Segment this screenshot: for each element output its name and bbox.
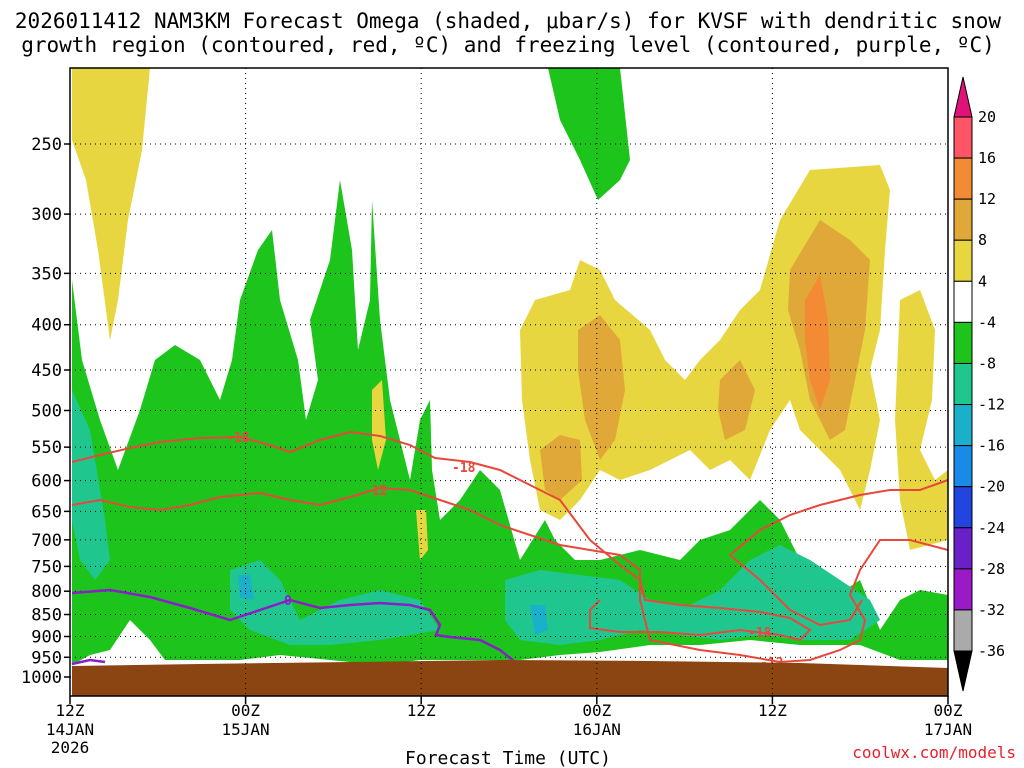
colorbar-tick-label: -8 <box>978 354 996 372</box>
y-tick-label: 450 <box>31 361 62 381</box>
omega-negative-region <box>548 68 630 200</box>
freezing-level-contour <box>71 588 516 663</box>
colorbar-swatch <box>953 445 973 488</box>
x-tick-label: 00Z <box>231 701 260 720</box>
y-tick-label: 1000 <box>21 668 62 688</box>
y-tick-label: 400 <box>31 316 62 336</box>
omega-positive-region <box>578 315 625 460</box>
x-tick-label: 00Z <box>934 701 963 720</box>
omega-positive-region <box>718 360 755 440</box>
dgz-contours <box>71 430 949 664</box>
colorbar-swatch <box>953 568 973 611</box>
contour-label: -18 <box>452 461 476 476</box>
colorbar-tick-label: 8 <box>978 231 987 249</box>
omega-negative-region <box>230 560 440 645</box>
chart-title-line2: growth region (contoured, red, ºC) and f… <box>21 33 995 57</box>
x-tick-label: 12Z <box>56 701 85 720</box>
x-tick-year: 2026 <box>51 738 90 757</box>
dgz-minus18-contour <box>729 479 949 556</box>
omega-negative-region <box>530 605 548 635</box>
y-tick-label: 500 <box>31 402 62 422</box>
colorbar-top-arrow <box>953 76 973 118</box>
omega-positive-region <box>416 510 428 560</box>
colorbar-bottom-arrow <box>953 650 973 692</box>
omega-positive-region <box>540 435 582 500</box>
dgz-minus18-contour <box>71 430 812 642</box>
y-tick-label: 650 <box>31 502 62 522</box>
colorbar-tick-label: 4 <box>978 272 987 290</box>
colorbar-tick-label: 16 <box>978 149 996 167</box>
y-axis: 2503003504004505005506006507007508008509… <box>21 135 70 688</box>
dgz-minus12-contour <box>71 486 949 664</box>
colorbar-tick-label: -12 <box>978 396 1005 414</box>
credit-text: coolwx.com/models <box>852 743 1016 762</box>
x-tick-date: 14JAN <box>46 720 94 739</box>
colorbar-tick-label: -32 <box>978 601 1005 619</box>
omega-negative-region <box>72 180 948 665</box>
omega-positive-region <box>788 220 870 440</box>
colorbar-swatch <box>953 609 973 652</box>
x-tick-date: 16JAN <box>573 720 621 739</box>
y-tick-label: 750 <box>31 557 62 577</box>
colorbar-tick-label: -36 <box>978 642 1005 660</box>
colorbar-swatch <box>953 362 973 406</box>
y-tick-label: 850 <box>31 606 62 626</box>
contour-label: -12 <box>364 484 387 499</box>
omega-shading <box>72 68 948 665</box>
colorbar-swatch <box>953 280 973 323</box>
x-tick-label: 00Z <box>582 701 611 720</box>
colorbar-tick-label: -20 <box>978 478 1005 496</box>
plot-border <box>69 67 949 697</box>
chart-title-line1: 2026011412 NAM3KM Forecast Omega (shaded… <box>15 9 1002 33</box>
omega-negative-region <box>505 545 880 645</box>
y-tick-label: 550 <box>31 438 62 458</box>
colorbar-tick-label: -24 <box>978 519 1005 537</box>
contour-label: -18 <box>226 431 250 446</box>
x-tick-date: 15JAN <box>222 720 270 739</box>
freezing-level-contour <box>71 658 106 666</box>
x-axis-label: Forecast Time (UTC) <box>405 748 611 768</box>
colorbar-swatch <box>953 321 973 364</box>
y-tick-label: 250 <box>31 135 62 155</box>
omega-negative-region <box>72 390 110 580</box>
freezing-level-contours <box>71 588 516 666</box>
plot-area: -18 -12 -18 -18 -12 0 <box>69 67 949 697</box>
colorbar-tick-label: -16 <box>978 437 1005 455</box>
ground-fill <box>72 660 948 696</box>
colorbar-tick-label: -28 <box>978 560 1005 578</box>
x-tick-label: 12Z <box>758 701 787 720</box>
colorbar-swatch <box>953 157 973 200</box>
contour-label: 0 <box>284 594 292 609</box>
colorbar-swatch <box>953 404 973 447</box>
colorbar-swatch <box>953 486 973 529</box>
colorbar-swatch <box>953 116 973 159</box>
dgz-minus18-contour <box>729 554 863 627</box>
contour-label: -18 <box>748 626 772 641</box>
colorbar-swatch <box>953 527 973 570</box>
y-tick-label: 300 <box>31 205 62 225</box>
y-tick-label: 700 <box>31 531 62 551</box>
y-tick-label: 900 <box>31 627 62 647</box>
y-tick-label: 950 <box>31 648 62 668</box>
omega-positive-region <box>72 68 150 340</box>
omega-positive-region <box>805 275 830 410</box>
colorbar: 20 16 12 8 4 -4 -8 -12 -16 -20 -24 -28 -32 -36 <box>953 76 1005 692</box>
y-tick-label: 600 <box>31 472 62 492</box>
colorbar-tick-label: 20 <box>978 108 996 126</box>
x-tick-date: 17JAN <box>924 720 972 739</box>
colorbar-swatch <box>953 198 973 241</box>
colorbar-swatch <box>953 239 973 282</box>
x-tick-label: 12Z <box>407 701 436 720</box>
colorbar-tick-label: 12 <box>978 190 996 208</box>
y-tick-label: 350 <box>31 264 62 284</box>
y-tick-label: 800 <box>31 582 62 602</box>
omega-negative-region <box>238 575 254 600</box>
colorbar-tick-label: -4 <box>978 313 996 331</box>
